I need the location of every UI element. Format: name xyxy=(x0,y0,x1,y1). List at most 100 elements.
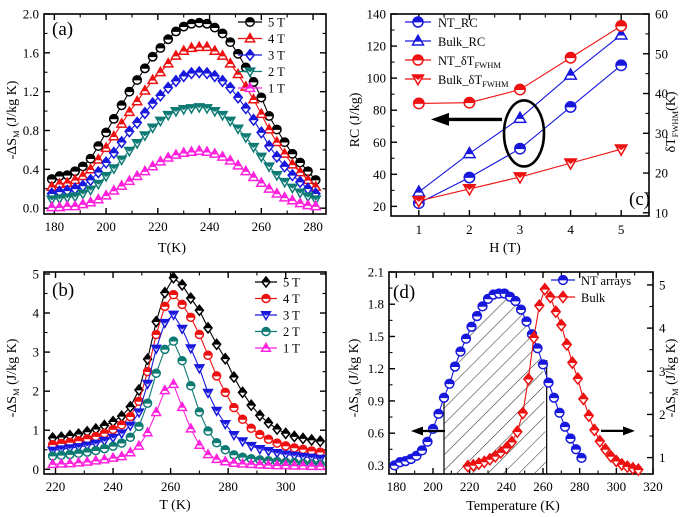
y-tick-label: 0.0 xyxy=(23,201,39,216)
y-tick-label: 2.1 xyxy=(368,265,384,280)
y-tick-label: 1 xyxy=(659,450,666,465)
right-axis-arrow-head xyxy=(623,426,635,436)
x-tick-label: 180 xyxy=(387,479,407,494)
y-tick-label: 20 xyxy=(373,199,386,214)
y-tick-label: 30 xyxy=(655,126,668,141)
panel-c-ylabel-right: δTFWHM(K) xyxy=(664,91,680,152)
x-tick-label: 220 xyxy=(46,479,66,494)
panel-d-ylabel-right: -ΔSM (J/kg K) xyxy=(664,338,680,417)
panel-d: 180 200 220 240 260 280 300 320 0.3 0.6 0.9 1.2 1.5 1… xyxy=(345,258,685,517)
y-tick-label: 80 xyxy=(373,103,386,118)
panel-c-yr-prefix: δT xyxy=(664,137,679,153)
svg-text:RC (J/kg): RC (J/kg) xyxy=(348,92,363,147)
y-tick-label: 4 xyxy=(33,306,40,321)
plot-frame xyxy=(43,271,327,475)
highlight-ellipse xyxy=(502,99,546,168)
panel-a-svg: 180 200 220 240 260 280 0.0 0.4 0.8 1.2 1.6 2.0 5 T… xyxy=(5,7,327,256)
y-tick-label: 1.5 xyxy=(368,329,384,344)
legend-label: 1 T xyxy=(283,342,300,356)
left-axis-arrow-head xyxy=(411,426,423,436)
y-tick-label: 2.0 xyxy=(23,7,39,22)
x-tick-label: 280 xyxy=(218,479,238,494)
x-tick-label: 280 xyxy=(570,479,590,494)
x-tick-label: 2 xyxy=(466,222,473,237)
svg-text:-ΔSM (J/kg K): -ΔSM (J/kg K) xyxy=(664,338,680,417)
plot-frame xyxy=(43,13,327,215)
x-tick-label: 240 xyxy=(200,219,220,234)
panel-c-ylabel-left: RC (J/kg) xyxy=(348,92,363,147)
y-tick-label: 40 xyxy=(373,167,386,182)
panel-a-ylabel-sub: M xyxy=(11,130,21,138)
y-tick-label: 1.6 xyxy=(23,45,40,60)
legend-label: 5 T xyxy=(283,276,300,290)
panel-c: 1 2 3 4 5 20 40 60 80 100 120 140 10 20 30 40 50 60 NT_RC… xyxy=(345,0,685,258)
panel-d-svg: 180 200 220 240 260 280 300 320 0.3 0.6 0.9 1.2 1.5 1… xyxy=(347,265,680,515)
legend-label: 2 T xyxy=(268,65,285,79)
y-tick-label: 4 xyxy=(659,321,666,336)
panel-c-yr-sub: FWHM xyxy=(670,110,680,137)
y-tick-label: 60 xyxy=(655,7,668,22)
x-tick-label: 260 xyxy=(533,479,553,494)
legend-label: Bulk_RC xyxy=(438,35,485,49)
x-tick-label: 3 xyxy=(517,222,524,237)
legend-label: 3 T xyxy=(268,49,285,63)
y-tick-label: 20 xyxy=(655,166,668,181)
panel-c-svg: 1 2 3 4 5 20 40 60 80 100 120 140 10 20 30 40 50 60 NT_RC… xyxy=(348,7,680,257)
legend-label: NT_δTFWHM xyxy=(438,54,501,70)
panel-d-ylabel-left: -ΔSM (J/kg K) xyxy=(347,338,363,417)
panel-d-xlabel: Temperature (K) xyxy=(466,499,560,514)
x-tick-label: 240 xyxy=(497,479,517,494)
y-tick-label: 0.6 xyxy=(368,426,385,441)
panel-c-yr-suffix: (K) xyxy=(664,91,679,111)
y-tick-label: 3 xyxy=(33,345,40,360)
legend-label: 4 T xyxy=(268,32,285,46)
y-tick-label: 2 xyxy=(33,384,40,399)
y-tick-label: 0.9 xyxy=(368,393,384,408)
x-tick-label: 260 xyxy=(161,479,181,494)
panel-a-xlabel: T(K) xyxy=(158,241,186,256)
x-tick-label: 300 xyxy=(607,479,627,494)
legend-label: 3 T xyxy=(283,309,300,323)
svg-text:-ΔSM (J/kg K): -ΔSM (J/kg K) xyxy=(347,338,363,417)
x-tick-label: 300 xyxy=(276,479,296,494)
panel-d-label: (d) xyxy=(393,282,415,303)
panel-a-ylabel: -ΔSM (J/kg K) xyxy=(5,80,21,159)
y-tick-label: 1 xyxy=(33,423,40,438)
legend-label: 2 T xyxy=(283,325,300,339)
y-tick-label: 1.8 xyxy=(368,297,384,312)
y-tick-label: 3 xyxy=(659,364,666,379)
x-tick-label: 280 xyxy=(303,219,323,234)
legend-label: 4 T xyxy=(283,292,300,306)
x-tick-label: 200 xyxy=(423,479,443,494)
x-tick-label: 220 xyxy=(148,219,168,234)
x-tick-label: 220 xyxy=(460,479,480,494)
panel-b-ylabel: -ΔSM (J/kg K) xyxy=(5,338,21,417)
y-tick-label: 140 xyxy=(367,7,387,22)
y-tick-label: 10 xyxy=(655,205,668,220)
panel-d-yr-suffix: (J/kg K) xyxy=(664,338,679,388)
legend-label: 5 T xyxy=(268,16,285,30)
legend-label: Bulk xyxy=(581,291,606,305)
panel-a: 180 200 220 240 260 280 0.0 0.4 0.8 1.2 1.6 2.0 5 T… xyxy=(0,0,345,258)
panel-d-yl-sub: M xyxy=(353,388,363,396)
x-tick-label: 240 xyxy=(103,479,123,494)
panel-d-yr-prefix: -ΔS xyxy=(664,396,679,417)
y-tick-label: 1.2 xyxy=(23,84,39,99)
x-tick-label: 1 xyxy=(416,222,423,237)
y-tick-label: 5 xyxy=(659,277,666,292)
panel-a-label: (a) xyxy=(52,19,73,40)
svg-text:-ΔSM (J/kg K): -ΔSM (J/kg K) xyxy=(5,80,21,159)
panel-b-svg: 220 240 260 280 300 0 1 2 3 4 5 5 T 4 T 3 T 2 T 1 T (b… xyxy=(5,266,327,513)
y-tick-label: 2 xyxy=(659,407,666,422)
panel-c-xlabel: H (T) xyxy=(489,241,521,256)
y-tick-label: 100 xyxy=(367,71,387,86)
x-tick-label: 320 xyxy=(643,479,663,494)
y-tick-label: 5 xyxy=(33,266,40,281)
y-tick-label: 0.3 xyxy=(368,458,384,473)
x-tick-label: 260 xyxy=(252,219,272,234)
panel-a-ylabel-suffix: (J/kg K) xyxy=(5,80,20,130)
panel-b-xlabel: T (K) xyxy=(159,498,191,513)
y-tick-label: 40 xyxy=(655,86,668,101)
y-tick-label: 0.4 xyxy=(23,162,40,177)
x-tick-label: 5 xyxy=(618,222,625,237)
